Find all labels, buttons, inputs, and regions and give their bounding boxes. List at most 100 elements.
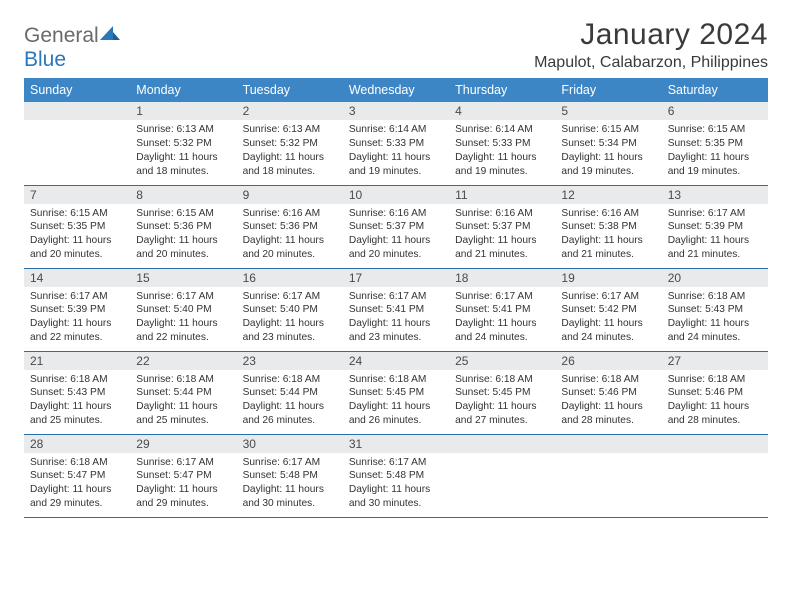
sunset-text: Sunset: 5:32 PM [243,137,337,151]
day-number: 18 [449,269,555,287]
day-cell: 25Sunrise: 6:18 AMSunset: 5:45 PMDayligh… [449,351,555,434]
sunset-text: Sunset: 5:37 PM [455,220,549,234]
day-number: 14 [24,269,130,287]
sunset-text: Sunset: 5:42 PM [561,303,655,317]
day-cell [24,102,130,185]
weekday-header: Thursday [449,78,555,102]
sunset-text: Sunset: 5:40 PM [243,303,337,317]
day-cell: 6Sunrise: 6:15 AMSunset: 5:35 PMDaylight… [662,102,768,185]
day-cell: 16Sunrise: 6:17 AMSunset: 5:40 PMDayligh… [237,268,343,351]
day-number: 3 [343,102,449,120]
daylight-text: Daylight: 11 hours and 24 minutes. [561,317,655,345]
week-daynum-row: 14Sunrise: 6:17 AMSunset: 5:39 PMDayligh… [24,268,768,351]
day-cell: 18Sunrise: 6:17 AMSunset: 5:41 PMDayligh… [449,268,555,351]
day-number: 25 [449,352,555,370]
day-content [555,453,661,511]
day-number: 10 [343,186,449,204]
day-number: 15 [130,269,236,287]
daylight-text: Daylight: 11 hours and 21 minutes. [455,234,549,262]
daylight-text: Daylight: 11 hours and 19 minutes. [349,151,443,179]
sunrise-text: Sunrise: 6:17 AM [136,456,230,470]
daylight-text: Daylight: 11 hours and 30 minutes. [349,483,443,511]
sunset-text: Sunset: 5:45 PM [455,386,549,400]
day-cell: 23Sunrise: 6:18 AMSunset: 5:44 PMDayligh… [237,351,343,434]
day-content: Sunrise: 6:17 AMSunset: 5:47 PMDaylight:… [130,453,236,517]
sunset-text: Sunset: 5:46 PM [561,386,655,400]
sunrise-text: Sunrise: 6:18 AM [668,373,762,387]
daylight-text: Daylight: 11 hours and 20 minutes. [30,234,124,262]
month-title: January 2024 [534,18,768,52]
daylight-text: Daylight: 11 hours and 20 minutes. [136,234,230,262]
sunset-text: Sunset: 5:39 PM [30,303,124,317]
day-content [662,453,768,511]
sunrise-text: Sunrise: 6:18 AM [455,373,549,387]
day-content: Sunrise: 6:16 AMSunset: 5:38 PMDaylight:… [555,204,661,268]
sunrise-text: Sunrise: 6:18 AM [136,373,230,387]
day-cell: 19Sunrise: 6:17 AMSunset: 5:42 PMDayligh… [555,268,661,351]
day-number: 31 [343,435,449,453]
daylight-text: Daylight: 11 hours and 19 minutes. [561,151,655,179]
day-cell: 8Sunrise: 6:15 AMSunset: 5:36 PMDaylight… [130,185,236,268]
daylight-text: Daylight: 11 hours and 26 minutes. [349,400,443,428]
sunrise-text: Sunrise: 6:14 AM [455,123,549,137]
sunset-text: Sunset: 5:47 PM [136,469,230,483]
daylight-text: Daylight: 11 hours and 23 minutes. [349,317,443,345]
sunrise-text: Sunrise: 6:17 AM [349,456,443,470]
weekday-header: Monday [130,78,236,102]
day-number [449,435,555,453]
daylight-text: Daylight: 11 hours and 26 minutes. [243,400,337,428]
daylight-text: Daylight: 11 hours and 30 minutes. [243,483,337,511]
day-content: Sunrise: 6:15 AMSunset: 5:35 PMDaylight:… [24,204,130,268]
day-content: Sunrise: 6:16 AMSunset: 5:37 PMDaylight:… [343,204,449,268]
daylight-text: Daylight: 11 hours and 22 minutes. [136,317,230,345]
weekday-header: Friday [555,78,661,102]
sunrise-text: Sunrise: 6:14 AM [349,123,443,137]
location-subtitle: Mapulot, Calabarzon, Philippines [534,54,768,72]
day-content [449,453,555,511]
daylight-text: Daylight: 11 hours and 29 minutes. [30,483,124,511]
day-cell: 26Sunrise: 6:18 AMSunset: 5:46 PMDayligh… [555,351,661,434]
daylight-text: Daylight: 11 hours and 25 minutes. [30,400,124,428]
day-cell: 21Sunrise: 6:18 AMSunset: 5:43 PMDayligh… [24,351,130,434]
sunset-text: Sunset: 5:44 PM [243,386,337,400]
weekday-header: Tuesday [237,78,343,102]
day-cell: 24Sunrise: 6:18 AMSunset: 5:45 PMDayligh… [343,351,449,434]
day-cell [662,434,768,517]
week-daynum-row: 21Sunrise: 6:18 AMSunset: 5:43 PMDayligh… [24,351,768,434]
day-number: 29 [130,435,236,453]
sunrise-text: Sunrise: 6:17 AM [243,290,337,304]
day-cell: 9Sunrise: 6:16 AMSunset: 5:36 PMDaylight… [237,185,343,268]
day-number: 6 [662,102,768,120]
day-content: Sunrise: 6:17 AMSunset: 5:40 PMDaylight:… [237,287,343,351]
sunrise-text: Sunrise: 6:17 AM [668,207,762,221]
sunrise-text: Sunrise: 6:17 AM [30,290,124,304]
day-content: Sunrise: 6:14 AMSunset: 5:33 PMDaylight:… [449,120,555,184]
day-content: Sunrise: 6:18 AMSunset: 5:44 PMDaylight:… [237,370,343,434]
day-number: 13 [662,186,768,204]
day-number: 30 [237,435,343,453]
day-cell: 4Sunrise: 6:14 AMSunset: 5:33 PMDaylight… [449,102,555,185]
day-cell: 10Sunrise: 6:16 AMSunset: 5:37 PMDayligh… [343,185,449,268]
day-cell: 15Sunrise: 6:17 AMSunset: 5:40 PMDayligh… [130,268,236,351]
day-cell: 28Sunrise: 6:18 AMSunset: 5:47 PMDayligh… [24,434,130,517]
day-cell: 5Sunrise: 6:15 AMSunset: 5:34 PMDaylight… [555,102,661,185]
day-cell: 12Sunrise: 6:16 AMSunset: 5:38 PMDayligh… [555,185,661,268]
day-cell: 27Sunrise: 6:18 AMSunset: 5:46 PMDayligh… [662,351,768,434]
sunrise-text: Sunrise: 6:15 AM [136,207,230,221]
day-cell: 29Sunrise: 6:17 AMSunset: 5:47 PMDayligh… [130,434,236,517]
sunrise-text: Sunrise: 6:18 AM [668,290,762,304]
logo-word-general: General [24,24,99,47]
day-content: Sunrise: 6:18 AMSunset: 5:46 PMDaylight:… [555,370,661,434]
daylight-text: Daylight: 11 hours and 24 minutes. [455,317,549,345]
day-cell: 31Sunrise: 6:17 AMSunset: 5:48 PMDayligh… [343,434,449,517]
logo-word-blue: Blue [24,48,66,71]
week-daynum-row: 7Sunrise: 6:15 AMSunset: 5:35 PMDaylight… [24,185,768,268]
sunrise-text: Sunrise: 6:16 AM [243,207,337,221]
day-cell: 1Sunrise: 6:13 AMSunset: 5:32 PMDaylight… [130,102,236,185]
day-content: Sunrise: 6:13 AMSunset: 5:32 PMDaylight:… [237,120,343,184]
sunset-text: Sunset: 5:46 PM [668,386,762,400]
day-number: 21 [24,352,130,370]
sunset-text: Sunset: 5:45 PM [349,386,443,400]
sunrise-text: Sunrise: 6:17 AM [561,290,655,304]
sunset-text: Sunset: 5:47 PM [30,469,124,483]
